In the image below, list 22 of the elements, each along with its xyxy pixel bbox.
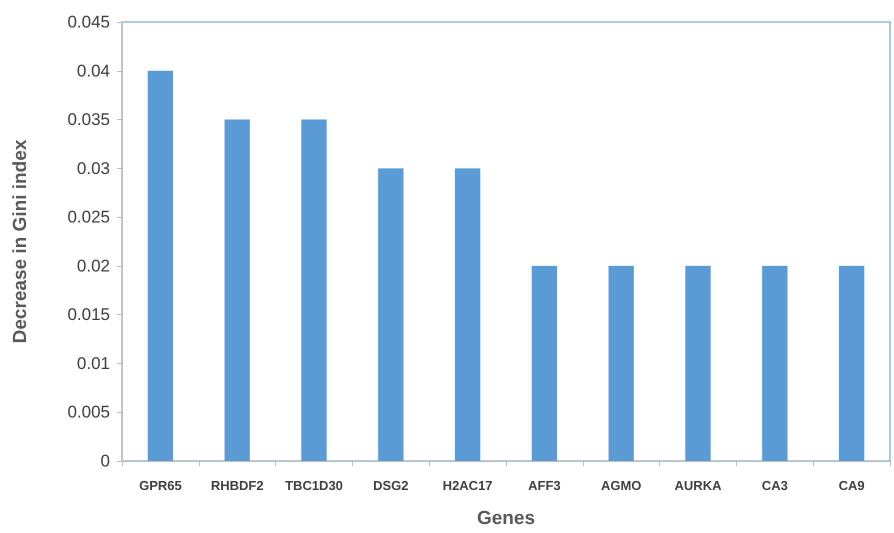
x-tick-label: TBC1D30: [285, 478, 343, 493]
x-axis-title: Genes: [476, 508, 536, 529]
y-tick-label: 0.01: [76, 354, 110, 373]
x-tick-label: DSG2: [373, 478, 409, 493]
y-tick-label: 0.03: [76, 158, 110, 178]
y-tick-label: 0.025: [67, 208, 110, 227]
y-tick-label: 0.02: [76, 256, 110, 276]
x-tick-label: RHBDF2: [210, 478, 264, 493]
y-tick-label: 0.04: [76, 61, 110, 80]
x-tick-label: AFF3: [528, 478, 561, 493]
x-tick-label: H2AC17: [442, 478, 493, 493]
x-tick-label: GPR65: [139, 478, 182, 493]
x-tick-label: AGMO: [600, 478, 642, 493]
y-tick-label: 0.035: [67, 110, 110, 130]
x-tick-label: CA3: [762, 478, 788, 493]
y-tick-label: 0: [100, 452, 110, 470]
y-tick-label: 0.005: [67, 402, 110, 422]
y-tick-label: 0.015: [67, 305, 110, 324]
y-axis-title: Decrease in Gini index: [10, 139, 31, 344]
x-tick-label: CA9: [838, 478, 865, 493]
y-tick-label: 0.045: [67, 12, 110, 32]
x-tick-label: AURKA: [674, 478, 722, 493]
